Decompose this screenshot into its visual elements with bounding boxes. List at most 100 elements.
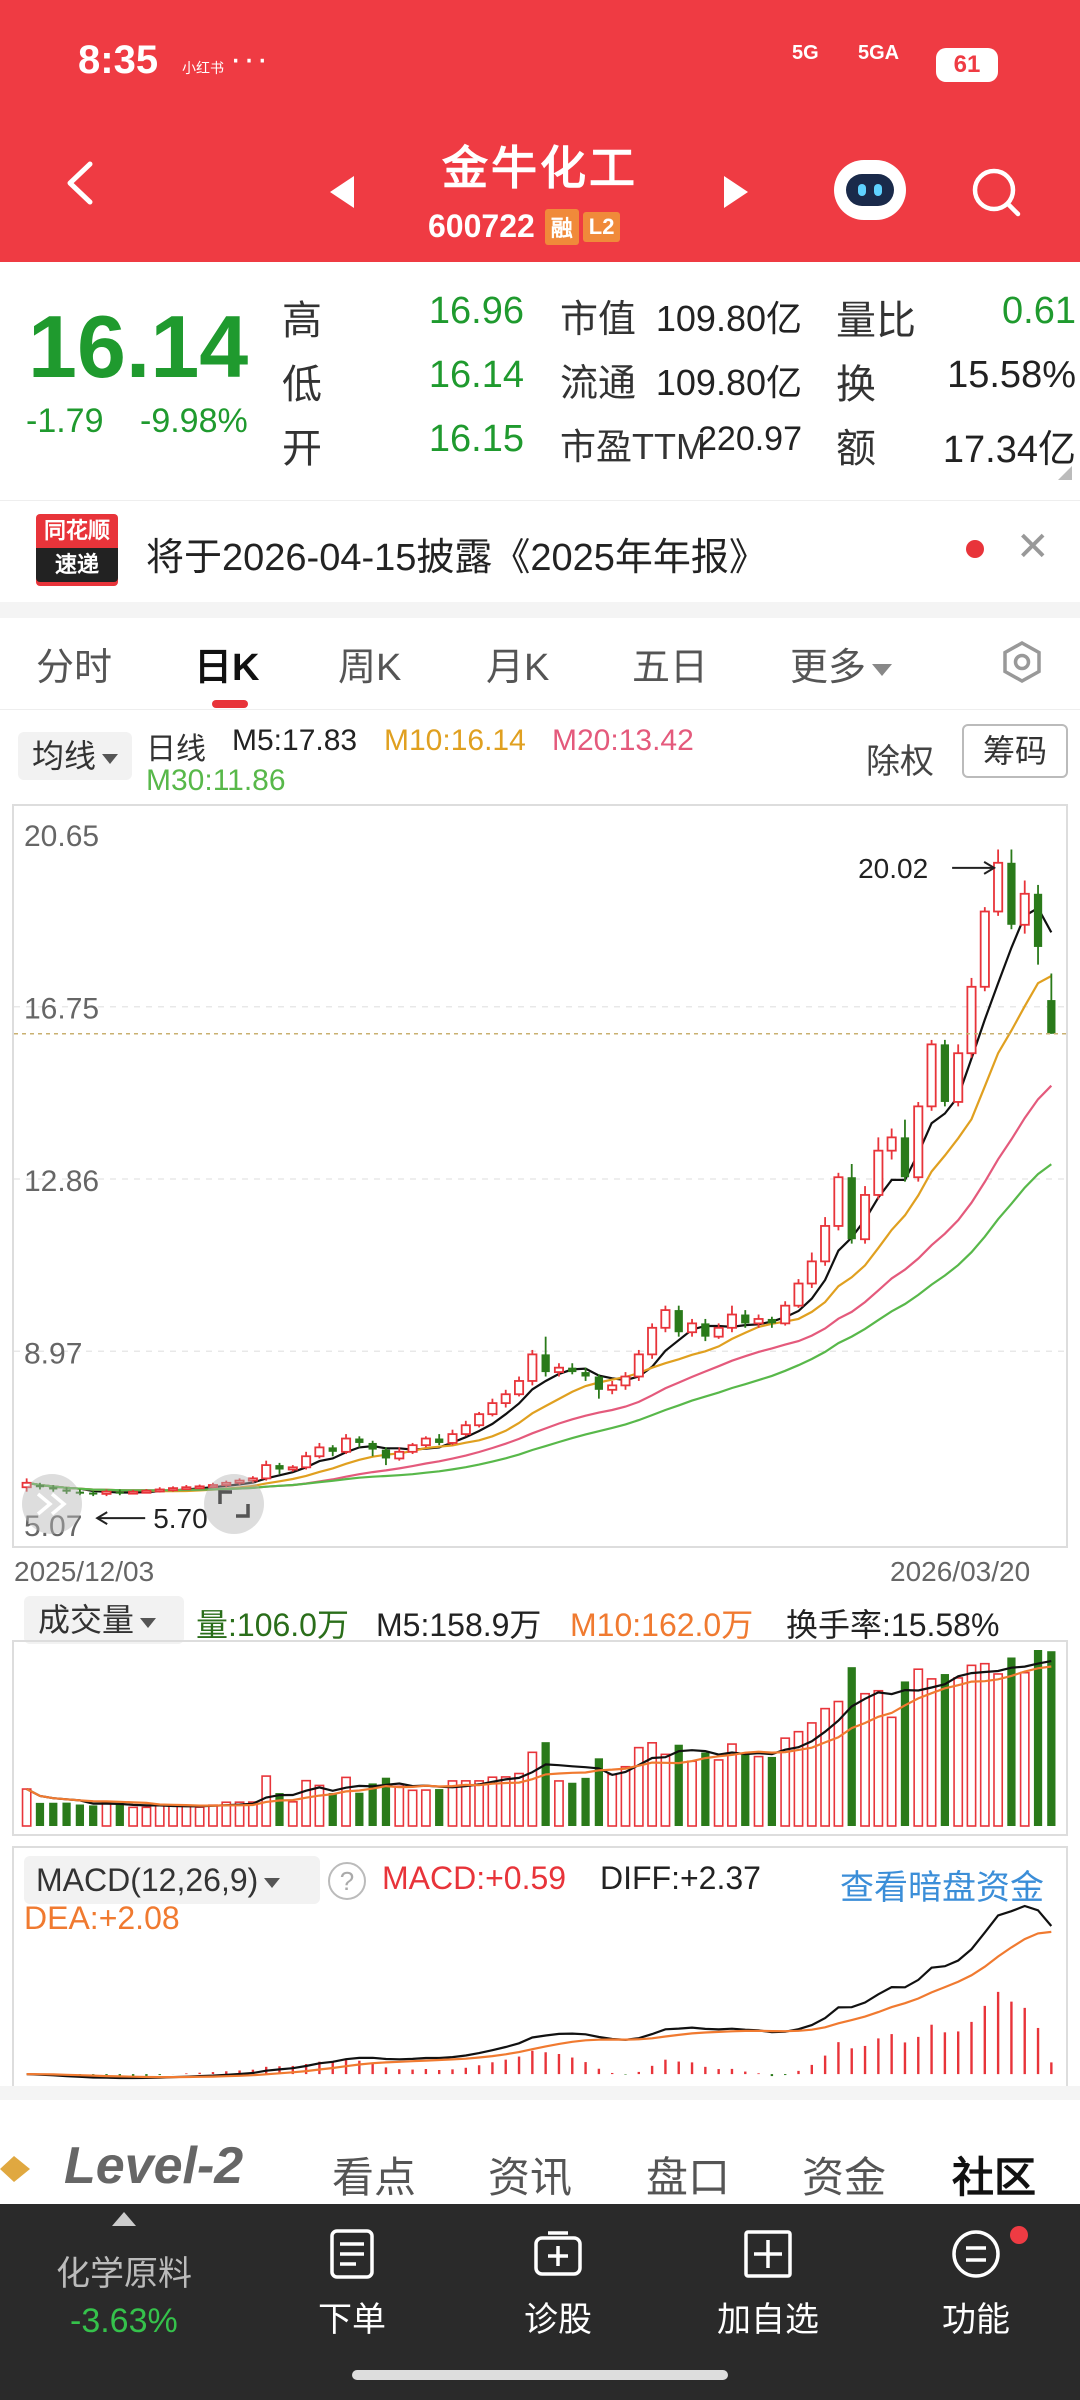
candle-body [741,1314,750,1324]
volume-bar [234,1801,245,1827]
tab-news[interactable]: 资讯 [488,2154,573,2201]
chart-end-date: 2026/03/20 [890,1556,1031,1587]
tab-more-label: 更多 [790,647,867,689]
tab-more[interactable]: 更多 [790,636,893,691]
tab-weekly-k[interactable]: 周K [338,647,402,689]
settings-hexagon-icon[interactable] [1000,640,1044,684]
robot-assistant-icon[interactable] [834,160,906,220]
menu-icon[interactable] [950,2228,1002,2280]
ma10-value: M10:16.14 [384,724,526,757]
turnover-label: 换 [836,363,876,407]
volume-bar [355,1792,364,1826]
candle [793,1279,804,1308]
candle-body [381,1449,391,1459]
candle [541,1336,550,1377]
tab-five-day[interactable]: 五日 [632,647,709,689]
status-app-label: 小红书 [182,60,224,76]
fullscreen-icon[interactable] [204,1474,264,1534]
volume-bar [115,1804,124,1826]
tab-daily-k[interactable]: 日K [194,647,260,689]
candle [247,1476,258,1483]
volume-bar [527,1751,538,1827]
candle [900,1119,910,1182]
volume-bar [181,1805,192,1827]
sector-name[interactable]: 化学原料 [56,2255,192,2293]
candle [741,1310,750,1328]
candle-body [101,1490,112,1495]
nav-order-label[interactable]: 下单 [318,2301,386,2339]
pe-value: 220.97 [698,420,802,458]
volume-bar [49,1802,58,1826]
next-stock-icon[interactable] [724,176,748,208]
candle-body [168,1487,179,1492]
candle [568,1363,577,1375]
nav-diagnose-label[interactable]: 诊股 [524,2301,592,2339]
ex-rights-toggle[interactable]: 除权 [866,743,934,781]
ma-select-button[interactable]: 均线 [18,732,132,780]
back-icon[interactable] [60,160,106,206]
macd-indicator-button[interactable]: MACD(12,26,9) [24,1856,320,1904]
diagnose-icon[interactable] [532,2228,584,2280]
chip-distribution-button[interactable]: 筹码 [962,724,1068,778]
candle-body [420,1437,431,1447]
nav-add-watchlist-label[interactable]: 加自选 [717,2301,819,2339]
tab-monthly-k[interactable]: 月K [486,647,550,689]
volume-indicator-button[interactable]: 成交量 [24,1596,184,1644]
help-icon[interactable]: ? [328,1862,366,1900]
volume-bar [926,1678,937,1827]
candle-body [713,1326,724,1338]
volume-bar [886,1716,897,1827]
amount-label: 额 [836,427,876,471]
stock-code: 600722 [428,208,535,244]
tab-community[interactable]: 社区 [952,2154,1037,2201]
candle [89,1490,98,1497]
add-watchlist-icon[interactable] [742,2228,794,2280]
chevron-down-icon [264,1877,281,1888]
volume-bar [806,1722,817,1827]
mktcap-label: 市值 [560,299,637,341]
candle-body [780,1304,791,1325]
news-bar[interactable] [0,500,1080,600]
volume-bar [1033,1650,1043,1826]
chevron-down-icon [102,753,119,764]
volume-ma5-line [26,1660,1052,1808]
nav-function-label[interactable]: 功能 [942,2301,1010,2339]
chevron-up-icon[interactable] [112,2212,136,2226]
candle-body [553,1366,564,1373]
candle [275,1462,284,1474]
prev-stock-icon[interactable] [330,176,354,208]
min-price-label: 5.70 [153,1503,208,1534]
ma30-line [26,1163,1052,1492]
news-text[interactable]: 将于2026-04-15披露《2025年年报》 [146,537,767,579]
candle [381,1447,391,1466]
fullscreen-corner [218,1490,232,1504]
volume-bar [101,1801,112,1827]
candle [128,1489,139,1495]
macd-value: MACD:+0.59 [382,1860,567,1896]
order-icon[interactable] [326,2228,378,2280]
candlestick-chart[interactable]: 20.65 16.75 12.86 8.97 5.07 20.02 5.70 [12,804,1068,1548]
turnover-value: 15.58% [947,354,1076,396]
close-icon[interactable]: ✕ [1016,525,1050,569]
candle-body [128,1490,139,1495]
tab-capital[interactable]: 资金 [802,2154,887,2201]
tab-intraday[interactable]: 分时 [36,647,113,689]
candle [420,1436,431,1448]
candle [194,1484,205,1490]
ths-news-logo: 同花顺 速递 [36,514,118,586]
search-icon[interactable] [970,166,1022,218]
volume-bar [500,1776,511,1827]
y-tick-label: 16.75 [24,993,99,1026]
expand-corner-icon[interactable] [1058,466,1072,480]
candle-body [993,861,1004,913]
candle-body [341,1437,352,1453]
volume-bar [860,1692,870,1827]
tab-order-book[interactable]: 盘口 [646,2154,731,2201]
candle [1047,973,1056,1034]
dark-pool-link[interactable]: 查看暗盘资金 [840,1869,1044,1907]
level2-label[interactable]: Level-2 [64,2137,244,2195]
candle-body [953,1052,964,1103]
candle-body [926,1043,937,1108]
tab-highlights[interactable]: 看点 [332,2154,417,2201]
candle-body [1007,862,1016,925]
